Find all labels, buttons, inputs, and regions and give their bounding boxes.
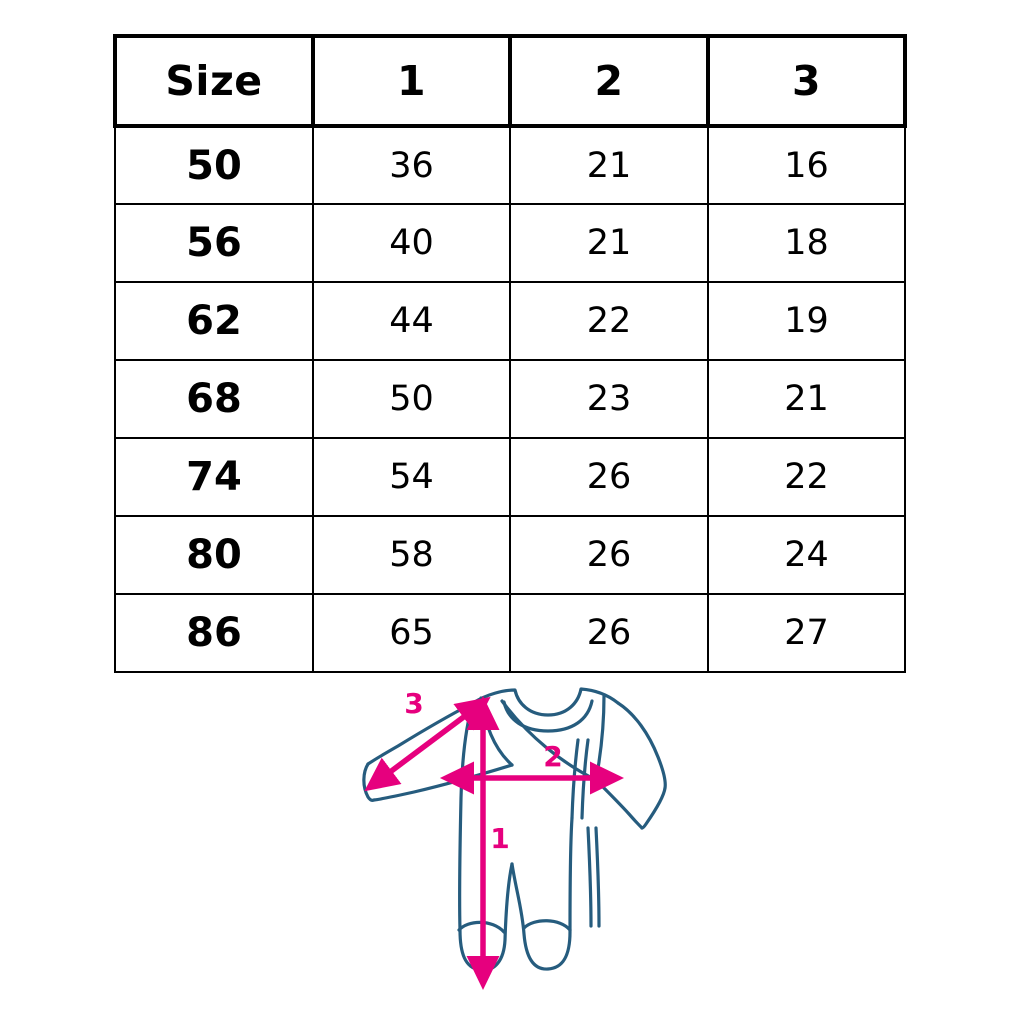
cell-m3: 21 xyxy=(707,359,906,439)
column-header-3: 3 xyxy=(706,34,907,128)
cell-m2: 22 xyxy=(509,281,709,361)
cell-m1: 40 xyxy=(312,203,511,283)
cell-size: 50 xyxy=(114,125,314,205)
cell-m2: 26 xyxy=(509,593,709,673)
table-header-row: Size 1 2 3 xyxy=(113,34,907,128)
table-row: 62 44 22 19 xyxy=(114,281,906,361)
cell-m1: 58 xyxy=(312,515,511,595)
table-row: 74 54 26 22 xyxy=(114,437,906,517)
cell-m3: 27 xyxy=(707,593,906,673)
sleeve-length-arrow-3 xyxy=(364,696,491,792)
size-table: Size 1 2 3 50 36 21 16 56 40 21 18 62 44 xyxy=(113,34,907,673)
cell-m1: 65 xyxy=(312,593,511,673)
cell-size: 56 xyxy=(114,203,314,283)
measure-label-1: 1 xyxy=(490,822,509,855)
cell-size: 86 xyxy=(114,593,314,673)
measure-label-2: 2 xyxy=(543,740,562,773)
cell-m2: 26 xyxy=(509,437,709,517)
cell-size: 80 xyxy=(114,515,314,595)
baby-romper-diagram: 1 2 3 xyxy=(352,668,682,1008)
table-row: 56 40 21 18 xyxy=(114,203,906,283)
cell-size: 74 xyxy=(114,437,314,517)
column-header-2: 2 xyxy=(508,34,710,128)
cell-m1: 44 xyxy=(312,281,511,361)
column-header-size: Size xyxy=(113,34,315,128)
cell-m2: 21 xyxy=(509,203,709,283)
cell-m1: 50 xyxy=(312,359,511,439)
measurement-arrows xyxy=(364,695,624,990)
cell-m3: 22 xyxy=(707,437,906,517)
column-header-1: 1 xyxy=(311,34,512,128)
cell-m3: 18 xyxy=(707,203,906,283)
cell-m2: 21 xyxy=(509,125,709,205)
cell-m2: 23 xyxy=(509,359,709,439)
size-chart: Size 1 2 3 50 36 21 16 56 40 21 18 62 44 xyxy=(113,34,907,673)
cell-size: 62 xyxy=(114,281,314,361)
table-row: 80 58 26 24 xyxy=(114,515,906,595)
cell-m2: 26 xyxy=(509,515,709,595)
cell-m1: 54 xyxy=(312,437,511,517)
cell-m3: 16 xyxy=(707,125,906,205)
cell-size: 68 xyxy=(114,359,314,439)
table-row: 86 65 26 27 xyxy=(114,593,906,673)
table-row: 68 50 23 21 xyxy=(114,359,906,439)
table-row: 50 36 21 16 xyxy=(114,125,906,205)
cell-m1: 36 xyxy=(312,125,511,205)
measure-label-3: 3 xyxy=(404,687,423,720)
romper-outline-icon xyxy=(362,687,667,972)
cell-m3: 19 xyxy=(707,281,906,361)
cell-m3: 24 xyxy=(707,515,906,595)
